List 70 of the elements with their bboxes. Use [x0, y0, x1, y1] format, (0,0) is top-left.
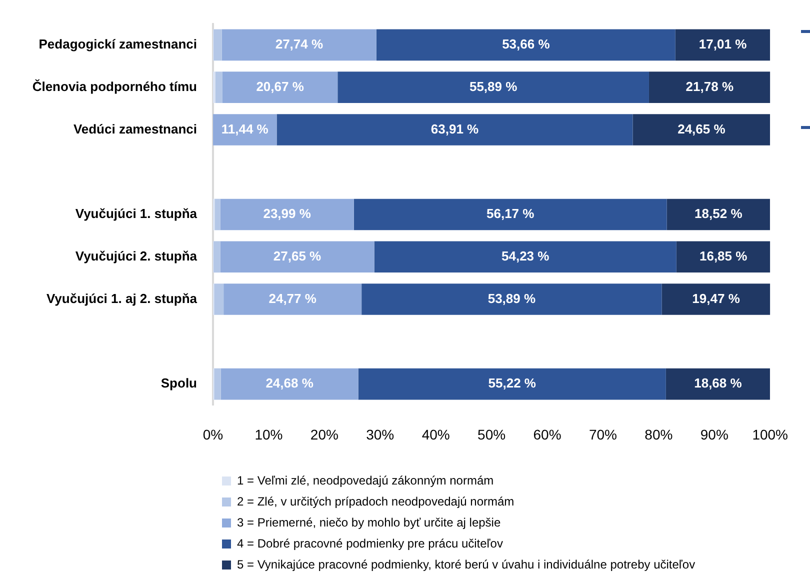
bar	[632, 114, 770, 146]
data-label: 55,22 %	[488, 376, 536, 391]
bar	[214, 284, 224, 315]
y-tick-label: Spolu	[160, 376, 198, 391]
bar	[222, 72, 338, 104]
y-tick-label: Vyučujúci 1. aj 2. stupňa	[46, 290, 198, 306]
x-tick-label: 90%	[700, 426, 728, 442]
data-label: 54,23 %	[501, 248, 550, 264]
bar	[666, 368, 770, 400]
data-label: 55,89 %	[469, 78, 518, 94]
data-label: 16,85 %	[699, 248, 748, 264]
x-tick-label: 10%	[254, 426, 283, 442]
bar	[215, 72, 222, 104]
legend-label: 5 = Vynikajúce pracovné podmienky, ktoré berú v úvahu i individuálne potreby učiteľov	[237, 557, 696, 572]
bar	[214, 198, 220, 230]
data-label: 24,68 %	[266, 376, 314, 391]
legend-label: 2 = Zlé, v určitých prípadoch neodpovedajú normám	[237, 494, 514, 508]
data-label: 18,68 %	[694, 376, 742, 391]
bar	[338, 72, 649, 104]
x-tick-label: 50%	[478, 426, 506, 442]
y-tick-label: Vyučujúci 2. stupňa	[75, 248, 198, 264]
bar	[214, 241, 220, 273]
bar	[220, 198, 354, 230]
bar	[358, 368, 666, 400]
data-label: 53,66 %	[502, 36, 550, 52]
legend-label: 3 = Priemerné, niečo by mohlo byť určite aj lepšie	[237, 515, 501, 530]
bar	[222, 29, 376, 61]
bar	[676, 241, 770, 273]
x-tick-label: 40%	[422, 426, 450, 442]
data-label: 63,91 %	[430, 121, 480, 136]
data-label: 18,52 %	[694, 206, 743, 222]
bar	[224, 284, 362, 315]
x-tick-label: 0%	[202, 426, 224, 442]
data-label: 24,77 %	[268, 290, 317, 306]
data-label: 20,67 %	[256, 78, 304, 94]
bar	[220, 241, 374, 273]
bar	[362, 284, 662, 315]
y-tick-label: Vedúci zamestnanci	[73, 121, 197, 136]
bar	[214, 368, 221, 400]
legend-label: 1 = Veľmi zlé, neodpovedajú zákonným normám	[237, 473, 494, 488]
y-tick-label: Členovia podporného tímu	[32, 78, 198, 94]
x-tick-label: 20%	[310, 426, 338, 442]
legend-label: 4 = Dobré pracovné podmienky pre prácu učiteľov	[237, 536, 503, 550]
bar	[214, 29, 222, 61]
x-tick-label: 100%	[752, 426, 788, 442]
x-tick-label: 60%	[533, 426, 562, 442]
data-label: 27,74 %	[275, 36, 324, 52]
bar	[376, 29, 676, 61]
data-label: 27,65 %	[273, 248, 322, 264]
data-label: 23,99 %	[263, 206, 312, 222]
bar	[354, 198, 667, 230]
data-label: 53,89 %	[488, 290, 536, 306]
bar	[662, 284, 770, 315]
bar	[675, 29, 770, 61]
bar	[666, 198, 770, 230]
data-label: 21,78 %	[686, 78, 734, 94]
bar	[374, 241, 676, 273]
data-label: 17,01 %	[698, 36, 748, 52]
bar	[276, 114, 633, 146]
y-tick-label: Pedagogickí zamestnanci	[38, 36, 197, 52]
x-tick-label: 70%	[588, 426, 617, 442]
bar	[648, 72, 770, 104]
bar	[220, 368, 358, 400]
x-tick-label: 80%	[644, 426, 673, 442]
x-tick-label: 30%	[366, 426, 394, 442]
data-label: 19,47 %	[692, 290, 740, 306]
y-tick-label: Vyučujúci 1. stupňa	[75, 206, 198, 222]
data-label: 11,44 %	[221, 121, 269, 136]
data-label: 56,17 %	[486, 206, 535, 222]
data-label: 24,65 %	[678, 121, 726, 136]
